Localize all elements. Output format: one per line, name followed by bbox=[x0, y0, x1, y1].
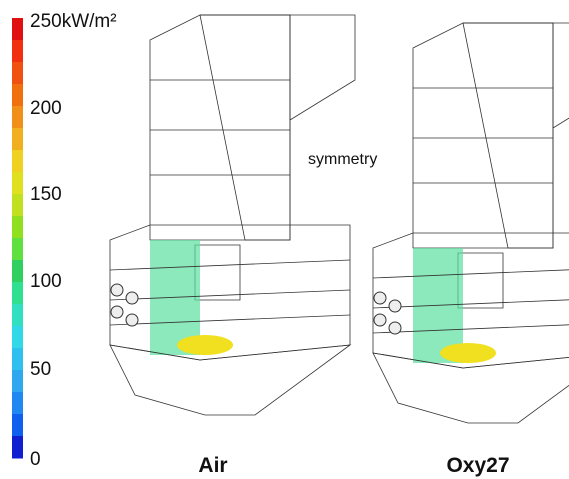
boiler-air bbox=[110, 15, 355, 415]
colorbar-band bbox=[12, 282, 23, 305]
colorbar-tick: 200 bbox=[30, 98, 62, 119]
colorbar-band bbox=[12, 436, 23, 459]
colorbar-band bbox=[12, 238, 23, 261]
panel-label: Air bbox=[198, 454, 227, 477]
figure: 250kW/m² 200 150 100 50 0 Air Oxy27 symm… bbox=[0, 0, 569, 479]
boiler-oxy bbox=[373, 23, 569, 423]
colorbar-band bbox=[12, 172, 23, 195]
annotation: symmetry bbox=[308, 151, 377, 168]
colorbar-band bbox=[12, 194, 23, 217]
colorbar-band bbox=[12, 348, 23, 371]
colorbar-band bbox=[12, 414, 23, 437]
panel-label: Oxy27 bbox=[446, 454, 509, 477]
colorbar-band bbox=[12, 40, 23, 63]
colorbar-band bbox=[12, 216, 23, 239]
colorbar bbox=[12, 18, 23, 459]
page: 250kW/m² 200 150 100 50 0 Air Oxy27 symm… bbox=[0, 0, 569, 479]
colorbar-band bbox=[12, 392, 23, 415]
colorbar-band bbox=[12, 18, 23, 41]
colorbar-band bbox=[12, 150, 23, 173]
colorbar-band bbox=[12, 84, 23, 107]
colorbar-band bbox=[12, 260, 23, 283]
colorbar-band bbox=[12, 128, 23, 151]
colorbar-band bbox=[12, 106, 23, 129]
colorbar-band bbox=[12, 304, 23, 327]
colorbar-band bbox=[12, 326, 23, 349]
colorbar-tick: 0 bbox=[30, 449, 41, 470]
colorbar-band bbox=[12, 370, 23, 393]
colorbar-band bbox=[12, 62, 23, 85]
colorbar-tick: 250kW/m² bbox=[30, 11, 117, 32]
colorbar-tick: 150 bbox=[30, 184, 62, 205]
colorbar-tick: 50 bbox=[30, 359, 51, 380]
colorbar-tick: 100 bbox=[30, 271, 62, 292]
